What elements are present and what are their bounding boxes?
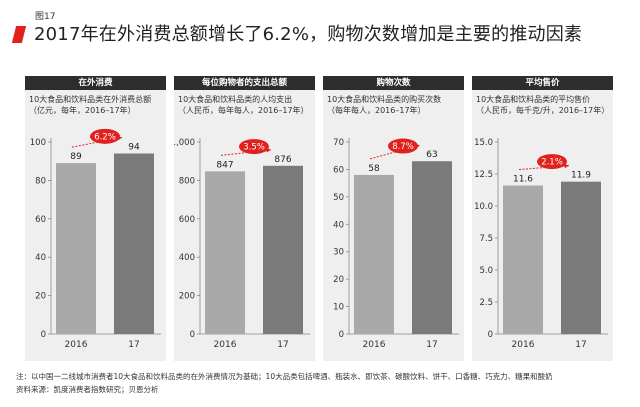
panel-dining-out: 在外消费 10大食品和饮料品类在外消费总额 （亿元，每年，2016–17年） 0… — [25, 76, 166, 361]
y-tick-label: 40 — [35, 253, 46, 263]
figure-label: 图17 — [35, 12, 56, 22]
y-tick-label: 800 — [179, 176, 195, 186]
panel-title: 平均售价 — [472, 76, 613, 90]
x-tick-label: 17 — [128, 340, 139, 350]
bar — [114, 153, 154, 334]
x-tick-label: 2016 — [363, 340, 386, 350]
panel-title: 每位购物者的支出总额 — [174, 76, 315, 90]
panel-subtitle: 10大食品和饮料品类在外消费总额 （亿元，每年，2016–17年） — [29, 94, 166, 116]
chart-title: 2017年在外消费总额增长了6.2%，购物次数增加是主要的推动因素 — [34, 24, 583, 45]
bar — [412, 161, 452, 334]
panel-title: 在外消费 — [25, 76, 166, 90]
growth-badge — [537, 154, 567, 170]
data-label: 89 — [70, 152, 82, 162]
data-label: 847 — [216, 160, 233, 170]
bar — [354, 174, 394, 334]
growth-label: 3.5% — [243, 143, 265, 153]
subtitle-line: （亿元，每年，2016–17年） — [29, 106, 136, 115]
panel-subtitle: 10大食品和饮料品类的人均支出 （人民币，每年每人，2016–17年） — [178, 94, 315, 116]
y-tick-label: 0 — [339, 330, 344, 340]
y-tick-label: 10 — [333, 303, 344, 313]
x-tick-label: 17 — [277, 340, 288, 350]
growth-badge — [90, 128, 120, 144]
data-label: 11.6 — [513, 175, 533, 185]
subtitle-line: 10大食品和饮料品类的购买次数 — [327, 95, 442, 104]
bar — [205, 171, 245, 334]
subtitle-line: （人民币，每千克/升，2016–17年） — [476, 106, 610, 115]
y-tick-label: 0 — [488, 330, 493, 340]
panel-average-price: 平均售价 10大食品和饮料品类的平均售价 （人民币，每千克/升，2016–17年… — [472, 76, 613, 361]
subtitle-line: 10大食品和饮料品类的人均支出 — [178, 95, 293, 104]
y-tick-label: 400 — [179, 253, 195, 263]
growth-label: 6.2% — [94, 132, 116, 142]
y-tick-label: 40 — [333, 220, 344, 230]
y-tick-label: 7.5 — [479, 234, 493, 244]
bar-chart: 0 20 40 60 80 100 89 2016 94 17 6.2% — [30, 128, 161, 350]
y-tick-label: 70 — [333, 138, 344, 148]
panel-title: 购物次数 — [323, 76, 464, 90]
subtitle-line: 10大食品和饮料品类在外消费总额 — [29, 95, 152, 104]
data-label: 876 — [274, 155, 291, 165]
y-tick-label: 50 — [333, 193, 344, 203]
bar — [263, 165, 303, 334]
y-tick-label: 60 — [333, 165, 344, 175]
bar-chart: 0 2.5 5.0 7.5 10.0 12.5 15.0 11.6 2016 11.9 17 2.1% — [474, 138, 608, 350]
data-label: 11.9 — [571, 171, 591, 181]
panel-subtitle: 10大食品和饮料品类的平均售价 （人民币，每千克/升，2016–17年） — [476, 94, 613, 116]
y-tick-label: 600 — [179, 215, 195, 225]
y-tick-label: 1,000 — [174, 138, 195, 148]
x-tick-label: 2016 — [214, 340, 237, 350]
panel-spend-per-shopper: 每位购物者的支出总额 10大食品和饮料品类的人均支出 （人民币，每年每人，201… — [174, 76, 315, 361]
bar — [56, 163, 96, 334]
x-tick-label: 17 — [426, 340, 437, 350]
data-label: 58 — [368, 164, 380, 174]
y-tick-label: 5.0 — [479, 266, 493, 276]
y-tick-label: 20 — [35, 292, 46, 302]
bar — [561, 181, 601, 334]
y-tick-label: 2.5 — [479, 298, 493, 308]
y-tick-label: 12.5 — [474, 170, 493, 180]
y-tick-label: 20 — [333, 275, 344, 285]
y-tick-label: 80 — [35, 176, 46, 186]
y-tick-label: 10.0 — [474, 202, 493, 212]
data-label: 63 — [426, 150, 437, 160]
growth-arrow-head — [564, 163, 569, 169]
growth-badge — [239, 139, 269, 155]
y-tick-label: 100 — [30, 138, 46, 148]
y-tick-label: 60 — [35, 215, 46, 225]
growth-label: 8.7% — [392, 142, 414, 152]
bar-chart: 0 200 400 600 800 1,000 847 2016 876 17 3.5% — [174, 138, 310, 350]
y-tick-label: 0 — [41, 330, 46, 340]
growth-label: 2.1% — [541, 158, 563, 168]
bar — [503, 185, 543, 334]
y-tick-label: 200 — [179, 292, 195, 302]
y-tick-label: 0 — [190, 330, 195, 340]
panel-subtitle: 10大食品和饮料品类的购买次数 （每年每人，2016–17年） — [327, 94, 464, 116]
y-tick-label: 15.0 — [474, 138, 493, 148]
bar-chart: 0 10 20 30 40 50 60 70 58 2016 63 17 8.7% — [333, 138, 459, 350]
data-label: 94 — [128, 143, 140, 153]
footnote-note: 注：以中国一二线城市消费者10大食品和饮料品类的在外消费情况为基础；10大品类包… — [16, 372, 553, 381]
panel-purchase-frequency: 购物次数 10大食品和饮料品类的购买次数 （每年每人，2016–17年） 0 10… — [323, 76, 464, 361]
y-tick-label: 30 — [333, 248, 344, 258]
x-tick-label: 2016 — [65, 340, 88, 350]
subtitle-line: 10大食品和饮料品类的平均售价 — [476, 95, 591, 104]
subtitle-line: （每年每人，2016–17年） — [327, 106, 426, 115]
subtitle-line: （人民币，每年每人，2016–17年） — [178, 106, 309, 115]
title-accent-mark — [11, 26, 27, 43]
footnote-source: 资料来源：凯度消费者指数研究；贝恩分析 — [16, 385, 159, 394]
growth-badge — [388, 138, 418, 154]
x-tick-label: 17 — [575, 340, 586, 350]
x-tick-label: 2016 — [512, 340, 535, 350]
